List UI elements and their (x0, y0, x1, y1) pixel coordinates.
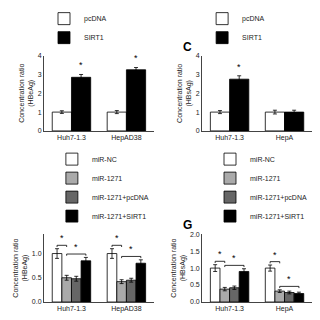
svg-text:1.0: 1.0 (190, 265, 200, 272)
svg-text:Concentration ratio(HBeAg): Concentration ratio(HBeAg) (18, 64, 35, 123)
svg-text:1: 1 (38, 109, 42, 116)
svg-text:1.0: 1.0 (32, 250, 42, 257)
svg-text:miR-1271: miR-1271 (92, 175, 122, 182)
svg-text:*: * (79, 60, 83, 70)
svg-text:*: * (237, 62, 241, 72)
svg-text:*: * (232, 253, 236, 263)
svg-text:Huh7-1.3: Huh7-1.3 (215, 134, 244, 141)
svg-text:Huh7-1.3: Huh7-1.3 (57, 305, 86, 312)
svg-text:HepA: HepA (276, 305, 294, 313)
svg-text:*: * (287, 274, 291, 284)
svg-text:*: * (115, 233, 119, 243)
svg-text:2: 2 (38, 90, 42, 97)
svg-text:*: * (129, 244, 133, 254)
svg-text:*: * (134, 53, 138, 63)
svg-text:*: * (273, 250, 277, 260)
svg-text:HepA: HepA (276, 134, 294, 142)
svg-text:0.0: 0.0 (190, 298, 200, 305)
svg-text:*: * (60, 233, 64, 243)
svg-text:2.0: 2.0 (190, 231, 200, 238)
svg-text:SIRT1: SIRT1 (84, 34, 104, 41)
svg-text:Huh7-1.3: Huh7-1.3 (215, 305, 244, 312)
svg-text:Concentration ratio(HBsAg): Concentration ratio(HBsAg) (176, 64, 193, 123)
svg-text:miR-1271+SIRT1: miR-1271+SIRT1 (92, 213, 146, 220)
svg-text:0: 0 (38, 127, 42, 134)
svg-text:HepAD38: HepAD38 (111, 134, 141, 142)
svg-text:pcDNA: pcDNA (242, 15, 265, 23)
svg-text:miR-NC: miR-NC (92, 156, 117, 163)
svg-text:2: 2 (196, 90, 200, 97)
svg-text:0.0: 0.0 (32, 298, 42, 305)
svg-text:miR-1271: miR-1271 (250, 175, 280, 182)
svg-text:miR-1271+pcDNA: miR-1271+pcDNA (92, 194, 149, 202)
svg-text:1: 1 (196, 109, 200, 116)
svg-text:Concentration ratio(HBeAg): Concentration ratio(HBeAg) (12, 238, 29, 297)
svg-text:0: 0 (196, 127, 200, 134)
svg-text:3: 3 (38, 71, 42, 78)
svg-text:miR-1271+SIRT1: miR-1271+SIRT1 (250, 213, 304, 220)
svg-text:HepAD38: HepAD38 (111, 305, 141, 313)
svg-text:1.5: 1.5 (190, 248, 200, 255)
svg-text:G: G (183, 218, 192, 232)
svg-text:3: 3 (196, 71, 200, 78)
svg-text:miR-1271+pcDNA: miR-1271+pcDNA (250, 194, 307, 202)
svg-text:SIRT1: SIRT1 (242, 34, 262, 41)
svg-text:Huh7-1.3: Huh7-1.3 (57, 134, 86, 141)
svg-text:*: * (74, 242, 78, 252)
svg-text:pcDNA: pcDNA (84, 15, 107, 23)
svg-text:4: 4 (196, 52, 200, 59)
svg-text:4: 4 (38, 52, 42, 59)
svg-text:miR-NC: miR-NC (250, 156, 275, 163)
svg-text:0.5: 0.5 (32, 274, 42, 281)
svg-text:C: C (183, 40, 192, 54)
svg-text:0.5: 0.5 (190, 281, 200, 288)
svg-text:*: * (218, 249, 222, 259)
svg-text:Concentration ratio(HBsAg): Concentration ratio(HBsAg) (170, 238, 187, 297)
